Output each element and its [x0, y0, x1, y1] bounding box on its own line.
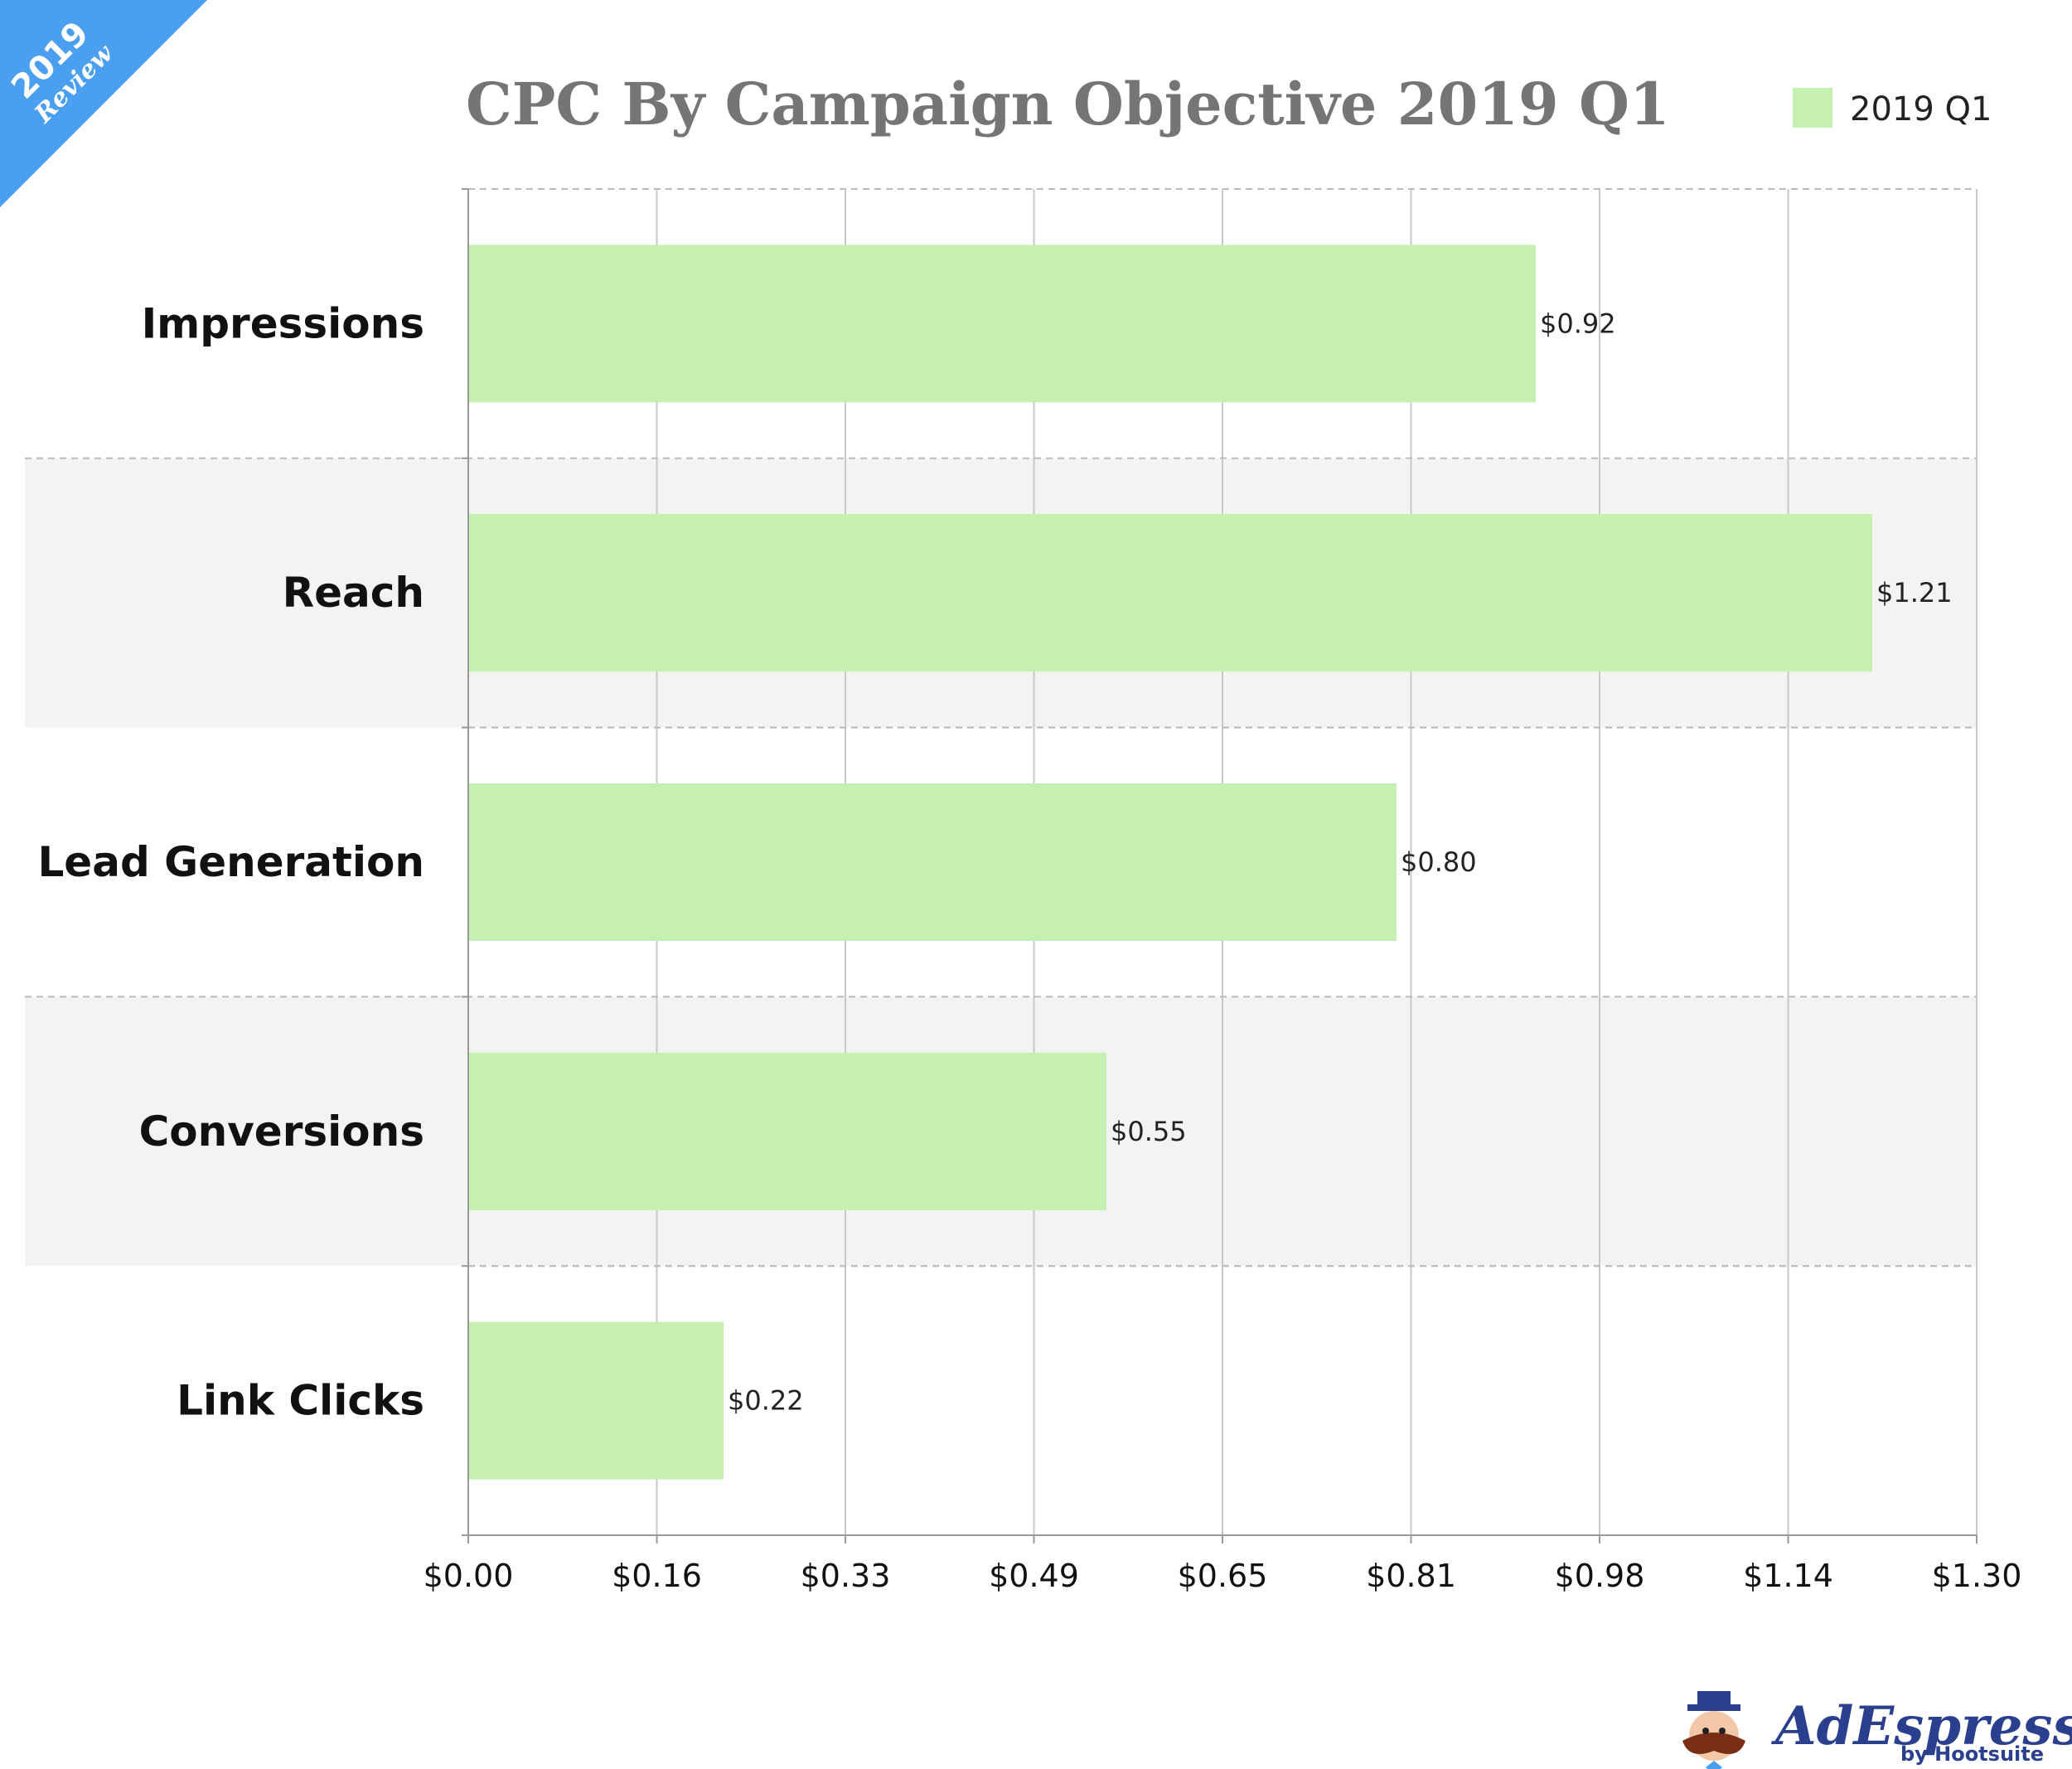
legend: 2019 Q1: [1793, 88, 1992, 128]
bar: [468, 783, 1397, 941]
bar: [468, 245, 1536, 403]
x-tick-label: $1.14: [1743, 1558, 1833, 1594]
x-tick-labels: $0.00 $0.16 $0.33 $0.49 $0.65 $0.81 $0.98 $1.14…: [424, 1558, 2022, 1594]
x-tick-label: $0.65: [1178, 1558, 1268, 1594]
x-axis: [462, 188, 1978, 1544]
category-label: Link Clicks: [177, 1377, 424, 1425]
x-tick-label: $0.16: [612, 1558, 702, 1594]
badge-ribbon: [0, 0, 207, 207]
x-tick-label: $0.98: [1555, 1558, 1645, 1594]
adespresso-logo: AdEspresso by Hootsuite: [1682, 1691, 2072, 1769]
x-tick-label: $0.00: [424, 1558, 514, 1594]
x-tick-label: $1.30: [1932, 1558, 2022, 1594]
review-badge: 2019 Review: [0, 0, 207, 207]
category-label: Lead Generation: [37, 838, 424, 886]
data-label: $0.55: [1111, 1116, 1187, 1147]
data-label: $0.22: [728, 1385, 804, 1417]
data-labels: $0.92 $1.21 $0.80 $0.55 $0.22: [728, 308, 1953, 1416]
category-label: Conversions: [139, 1107, 424, 1156]
bars: [468, 245, 1872, 1480]
legend-label: 2019 Q1: [1850, 90, 1992, 128]
x-tick-label: $0.81: [1366, 1558, 1456, 1594]
brand-name: AdEspresso: [1771, 1695, 2072, 1757]
x-tick-label: $0.33: [801, 1558, 891, 1594]
x-tick-label: $0.49: [989, 1558, 1079, 1594]
category-label: Impressions: [142, 299, 424, 347]
mascot-icon: [1682, 1691, 1745, 1769]
legend-swatch: [1793, 88, 1832, 128]
chart-title: CPC By Campaign Objective 2019 Q1: [466, 70, 1670, 138]
data-label: $0.80: [1401, 846, 1477, 878]
data-label: $0.92: [1540, 308, 1616, 339]
category-label: Reach: [283, 569, 424, 617]
brand-tagline: by Hootsuite: [1900, 1742, 2044, 1766]
bar: [468, 1321, 724, 1480]
bar: [468, 514, 1872, 672]
category-labels: Impressions Reach Lead Generation Conversio…: [37, 299, 424, 1424]
row-separators: [25, 188, 1977, 1267]
bar: [468, 1052, 1106, 1210]
data-label: $1.21: [1876, 577, 1953, 608]
